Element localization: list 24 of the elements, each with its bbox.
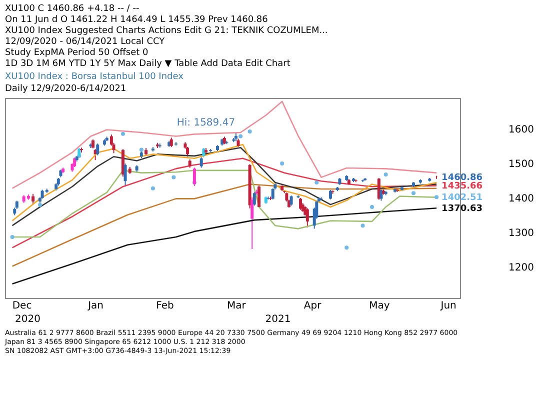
y-tick-label: 1400 (508, 194, 534, 204)
x-tick-label: Apr (304, 300, 322, 312)
text: Study ExpMA Period 50 Offset 0 (5, 48, 148, 58)
text: 2021 (265, 314, 291, 325)
chart-subtitle: Daily 12/9/2020-6/14/2021 (5, 84, 126, 94)
y-tick-label: 1600 (508, 124, 534, 136)
x-tick-label: Jan (87, 300, 104, 312)
x-tick-label: Mar (227, 300, 247, 312)
x-tick-label: Jun (440, 300, 456, 312)
y-tick-label: 1500 (508, 159, 534, 170)
text: 12/09/2020 - 06/14/2021 Local CCY (5, 37, 166, 47)
text: 1D 3D 1M 6M YTD 1Y 5Y Max Daily ▼ Table Add Data Edit Chart (5, 59, 291, 69)
text: 2020 (15, 314, 40, 325)
data-label: 1370.63 (442, 204, 483, 214)
x-tick-label: May (369, 300, 390, 312)
x-tick-label: Feb (156, 300, 174, 312)
text: XU100 C 1460.86 +4.18 -- / -- (5, 4, 140, 14)
y-tick-label: 1200 (508, 262, 534, 274)
chart-title: XU100 Index : Borsa Istanbul 100 Index (5, 72, 184, 82)
annotation: Hi: 1589.47 (176, 118, 236, 129)
text: On 11 Jun d O 1461.22 H 1464.49 L 1455.39 Prev 1460.86 (5, 15, 268, 25)
y-tick-label: 1300 (508, 228, 534, 239)
x-tick-label: Dec (12, 300, 32, 312)
text: XU100 Index Suggested Charts Actions Edit G 21: TEKNIK COZUMLEM... (5, 26, 328, 36)
